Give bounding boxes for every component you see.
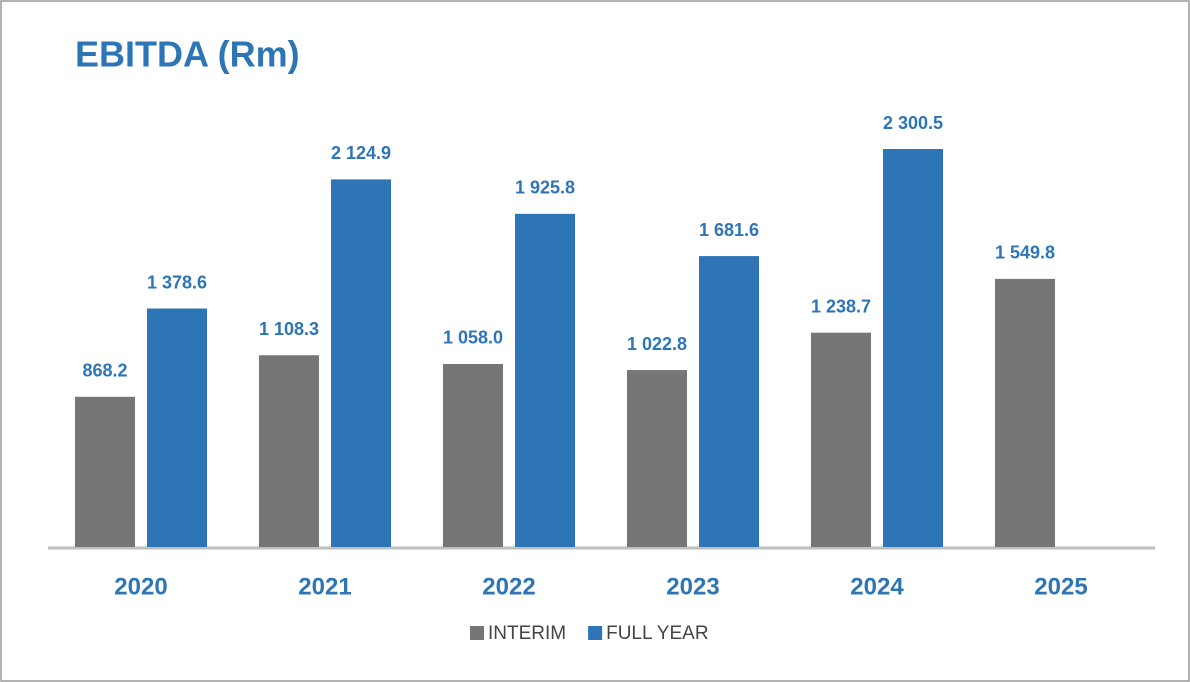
- value-label: 1 549.8: [995, 243, 1055, 263]
- value-label: 1 925.8: [515, 178, 575, 198]
- bar: [443, 363, 503, 547]
- bar: [995, 278, 1055, 547]
- bar: [699, 256, 759, 547]
- x-tick-label: 2023: [666, 573, 719, 600]
- x-tick-label: 2024: [850, 573, 904, 600]
- bar: [627, 370, 687, 547]
- bar: [147, 308, 207, 547]
- bar: [259, 355, 319, 547]
- bar: [515, 213, 575, 547]
- x-tick-label: 2020: [114, 573, 167, 600]
- value-label: 1 058.0: [443, 328, 503, 348]
- value-label: 1 108.3: [259, 319, 319, 339]
- x-tick-label: 2021: [298, 573, 351, 600]
- legend-swatch: [588, 626, 603, 640]
- chart-title: EBITDA (Rm): [75, 34, 300, 75]
- legend-label: INTERIM: [488, 623, 566, 644]
- value-label: 1 238.7: [811, 296, 871, 316]
- value-label: 2 124.9: [331, 143, 391, 163]
- legend-swatch: [470, 626, 484, 640]
- value-label: 868.2: [82, 361, 127, 381]
- bar: [811, 332, 871, 547]
- x-tick-label: 2025: [1034, 573, 1087, 600]
- value-label: 1 681.6: [699, 220, 759, 240]
- value-label: 1 022.8: [627, 334, 687, 354]
- x-tick-label: 2022: [482, 573, 535, 600]
- bar: [75, 396, 135, 547]
- bar: [883, 149, 943, 548]
- bar: [331, 179, 391, 547]
- legend-label: FULL YEAR: [606, 623, 708, 644]
- value-label: 2 300.5: [883, 113, 943, 133]
- value-label: 1 378.6: [147, 272, 207, 292]
